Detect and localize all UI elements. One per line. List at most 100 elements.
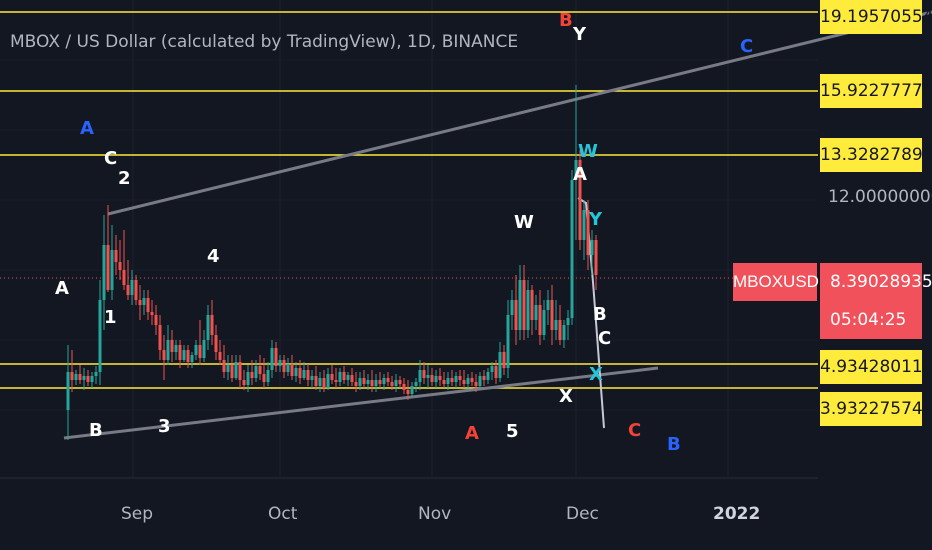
- candle-body-98: [458, 376, 462, 380]
- price-tag-13.32827896: 13.32827896: [820, 138, 932, 172]
- candle-body-83: [398, 380, 402, 384]
- candle-body-87: [414, 382, 418, 386]
- price-tag-3.93227574: 3.93227574: [820, 392, 923, 426]
- candle-body-26: [170, 340, 174, 352]
- candle-body-1: [70, 372, 74, 380]
- candle-body-64: [322, 378, 326, 388]
- wave-label-X-white: X: [559, 386, 573, 407]
- symbol-badge: MBOXUSD: [733, 263, 819, 301]
- candle-body-72: [354, 382, 358, 386]
- candle-body-25: [166, 340, 170, 360]
- candle-body-42: [234, 362, 238, 378]
- candle-body-43: [238, 362, 242, 380]
- candle-body-82: [394, 380, 398, 386]
- candle-body-52: [274, 348, 278, 366]
- candle-body-105: [486, 372, 490, 380]
- candle-body-46: [250, 372, 254, 378]
- candle-body-34: [202, 340, 206, 358]
- candle-body-27: [174, 345, 178, 352]
- candle-body-28: [178, 345, 182, 360]
- candle-body-77: [374, 380, 378, 386]
- x-tick-oct: Oct: [268, 504, 298, 524]
- candle-body-49: [262, 374, 266, 382]
- wave-label-B-white: B: [89, 420, 103, 441]
- candle-body-51: [270, 348, 274, 370]
- candle-body-120: [546, 300, 550, 310]
- candle-body-97: [454, 376, 458, 382]
- wave-label-2: 2: [118, 168, 131, 189]
- candle-body-86: [410, 386, 414, 394]
- candle-body-2: [74, 374, 78, 380]
- candle-body-79: [382, 378, 386, 384]
- chart-title: MBOX / US Dollar (calculated by TradingV…: [10, 32, 519, 52]
- candle-body-103: [478, 376, 482, 386]
- candle-body-59: [302, 370, 306, 378]
- candle-body-15: [126, 285, 130, 295]
- x-tick-2022: 2022: [713, 504, 761, 524]
- candle-body-29: [182, 350, 186, 360]
- candle-body-100: [466, 378, 470, 384]
- candle-body-101: [470, 378, 474, 382]
- candle-body-102: [474, 382, 478, 386]
- candle-body-31: [190, 355, 194, 362]
- candle-body-40: [226, 365, 230, 372]
- candle-body-35: [206, 315, 210, 340]
- candle-body-108: [498, 352, 502, 378]
- countdown-timer: 05:04:25: [830, 310, 907, 330]
- candle-body-119: [542, 310, 546, 335]
- candle-body-55: [286, 364, 290, 372]
- candle-body-80: [386, 378, 390, 382]
- candle-body-90: [426, 375, 430, 378]
- candle-body-22: [154, 315, 158, 325]
- wave-label-Y-white: Y: [573, 24, 587, 45]
- candle-body-30: [186, 350, 190, 362]
- candle-body-61: [310, 376, 314, 380]
- wave-label-A-white: A: [55, 278, 69, 299]
- wave-label-A-blue: A: [80, 118, 94, 139]
- wave-label-3: 3: [158, 416, 171, 437]
- candle-body-3: [78, 374, 82, 380]
- candle-body-5: [86, 376, 90, 382]
- last-price-badge: 8.39028935 05:04:25: [820, 263, 932, 339]
- wave-label-1: 1: [104, 307, 117, 328]
- candle-body-45: [246, 372, 250, 385]
- candle-body-118: [538, 305, 542, 335]
- wave-label-4: 4: [207, 246, 220, 267]
- wave-label-W-white: W: [514, 212, 534, 233]
- candle-body-62: [314, 376, 318, 386]
- candle-body-8: [98, 300, 102, 372]
- candle-body-13: [118, 262, 122, 270]
- candle-body-36: [210, 315, 214, 335]
- wave-label-C-red: C: [628, 420, 642, 441]
- wave-label-A-white-2: A: [573, 164, 587, 185]
- candle-body-121: [550, 300, 554, 330]
- candle-body-70: [346, 375, 350, 380]
- candle-body-111: [510, 300, 514, 315]
- candle-body-69: [342, 372, 346, 380]
- price-tag-4.93428011: 4.93428011: [820, 350, 923, 384]
- candle-body-60: [306, 370, 310, 380]
- lower-trendline: [63, 366, 659, 440]
- candle-body-66: [330, 374, 334, 380]
- candle-body-125: [566, 318, 570, 325]
- candle-body-56: [290, 364, 294, 376]
- candle-body-89: [422, 370, 426, 378]
- candle-body-33: [198, 345, 202, 358]
- price-tag-19.19570554: 19.19570554: [820, 0, 932, 34]
- candle-body-44: [242, 380, 246, 385]
- wave-label-B-blue: B: [667, 434, 681, 455]
- candle-body-124: [562, 325, 566, 340]
- candle-body-16: [130, 280, 134, 295]
- candle-body-91: [430, 375, 434, 382]
- candle-body-113: [518, 280, 522, 330]
- candle-body-123: [558, 320, 562, 340]
- candle-body-39: [222, 360, 226, 372]
- candle-body-84: [402, 384, 406, 390]
- candle-body-130: [586, 210, 590, 255]
- wave-label-X-cyan: X: [589, 364, 603, 385]
- candle-body-112: [514, 300, 518, 330]
- candle-body-11: [110, 250, 114, 290]
- candle-body-68: [338, 372, 342, 382]
- candle-body-85: [406, 390, 410, 394]
